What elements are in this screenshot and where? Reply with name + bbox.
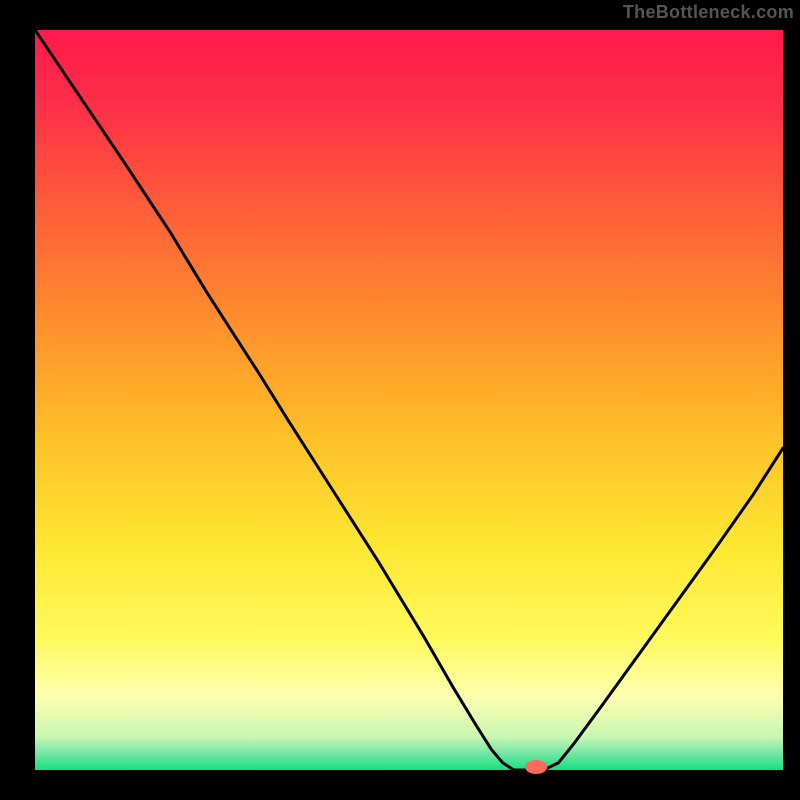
chart-canvas: TheBottleneck.com — [0, 0, 800, 800]
gradient-area — [35, 30, 783, 770]
watermark-text: TheBottleneck.com — [623, 2, 794, 23]
bottleneck-gradient-plot — [0, 0, 800, 800]
min-marker — [525, 760, 547, 774]
